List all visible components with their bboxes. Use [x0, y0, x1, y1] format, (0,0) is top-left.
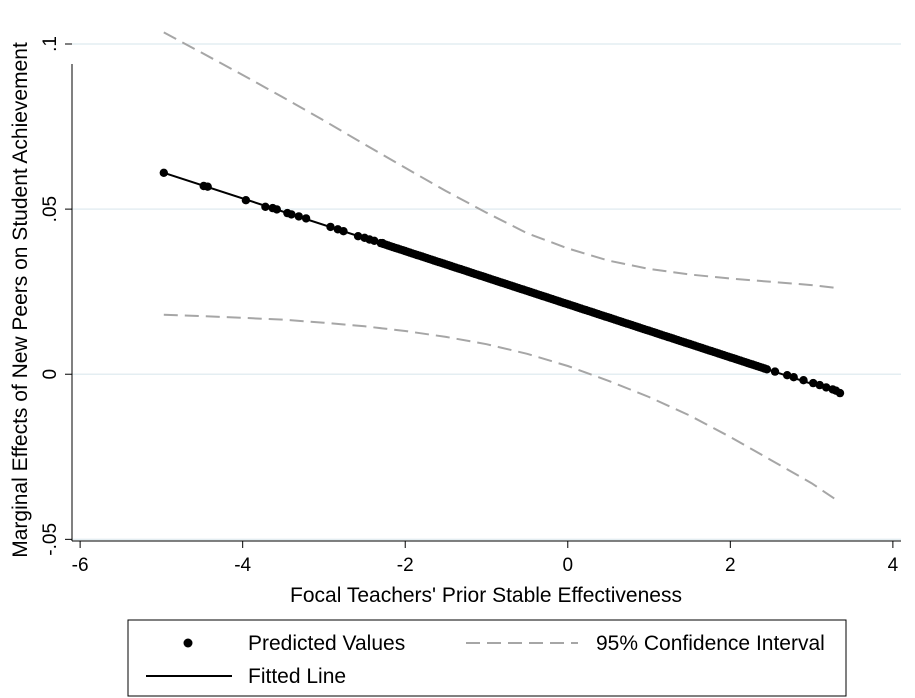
x-tick-label-0: -6 [72, 555, 89, 576]
y-axis-title: Marginal Effects of New Peers on Student… [9, 42, 32, 558]
predicted-point [339, 227, 348, 236]
predicted-point [326, 222, 335, 232]
legend-dot-icon [183, 638, 193, 648]
legend-label-predicted: Predicted Values [248, 632, 405, 655]
ci-lower-line [163, 313, 841, 504]
legend-label-fitted: Fitted Line [248, 665, 346, 688]
predicted-point [789, 373, 798, 382]
legend-label-ci: 95% Confidence Interval [596, 632, 825, 655]
predicted-point [353, 232, 363, 241]
predicted-point [261, 202, 270, 211]
predicted-point [835, 388, 845, 398]
predicted-point [301, 214, 311, 223]
predicted-point [809, 378, 818, 388]
y-tick-label-3: .1 [40, 36, 61, 52]
x-axis-title: Focal Teachers' Prior Stable Effectivene… [290, 584, 682, 607]
y-tick-label-1: 0 [40, 369, 61, 380]
confidence-interval-layer [163, 31, 841, 504]
predicted-point [159, 168, 168, 177]
predicted-point [783, 371, 792, 380]
predicted-point [203, 182, 212, 191]
x-tick-label-1: -4 [234, 555, 251, 576]
predicted-point [822, 383, 831, 392]
legend-box [127, 619, 847, 697]
x-tick-label-5: 4 [888, 555, 899, 576]
predicted-point [770, 367, 780, 376]
predicted-point [799, 376, 808, 385]
ci-upper-line [163, 31, 841, 290]
predicted-point [241, 196, 251, 205]
grid-layer [72, 43, 901, 541]
predicted-point [762, 365, 772, 374]
legend: Predicted Values 95% Confidence Interval… [127, 619, 847, 697]
predicted-point [287, 210, 296, 219]
x-tick-label-2: -2 [397, 555, 414, 576]
axes-layer: -.05 0 .05 .1 -6 -4 -2 0 2 4 [40, 36, 901, 576]
predicted-point [272, 205, 281, 214]
x-tick-label-4: 2 [725, 555, 736, 576]
predicted-point [815, 380, 824, 390]
y-tick-label-2: .05 [40, 196, 61, 222]
predicted-points-layer [159, 168, 845, 398]
predicted-point [294, 212, 303, 221]
y-tick-label-0: -.05 [40, 523, 61, 556]
predicted-point [370, 236, 379, 245]
x-tick-label-3: 0 [562, 555, 573, 576]
